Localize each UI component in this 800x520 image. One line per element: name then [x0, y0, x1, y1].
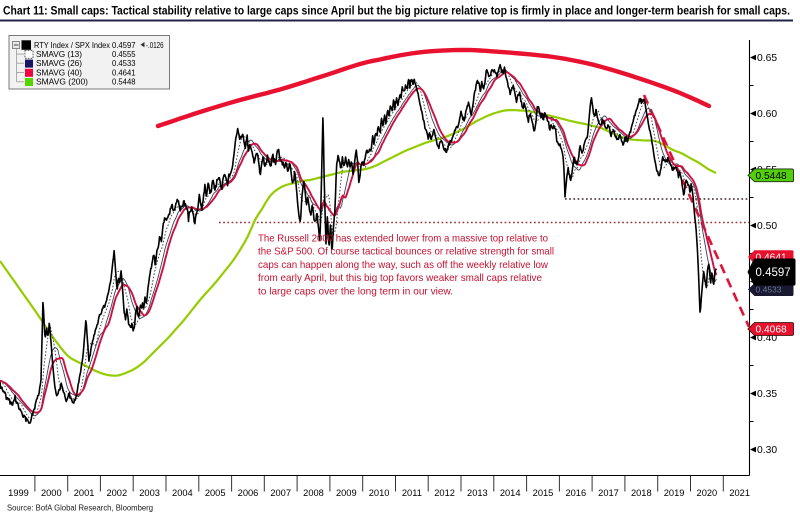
svg-text:2013: 2013 [467, 488, 488, 498]
svg-text:0.4641: 0.4641 [112, 67, 136, 77]
svg-text:0.50: 0.50 [757, 221, 777, 232]
svg-text:2002: 2002 [106, 488, 127, 498]
svg-text:SMAVG (26): SMAVG (26) [36, 58, 82, 68]
svg-text:2010: 2010 [369, 488, 390, 498]
svg-text:the S&P 500. Of course tactica: the S&P 500. Of course tactical bounces … [258, 247, 554, 258]
svg-text:0.30: 0.30 [757, 445, 777, 456]
svg-text:2017: 2017 [598, 488, 619, 498]
svg-text:1999: 1999 [8, 488, 29, 498]
svg-text:0.60: 0.60 [757, 109, 777, 120]
svg-text:2021: 2021 [729, 488, 750, 498]
svg-text:2015: 2015 [533, 488, 554, 498]
svg-text:2016: 2016 [565, 488, 586, 498]
svg-text:from early April, but this big: from early April, but this big top favor… [258, 273, 542, 284]
svg-text:Source: BofA Global Research,: Source: BofA Global Research, Bloomberg [7, 503, 153, 513]
svg-text:0.4533: 0.4533 [756, 285, 782, 295]
svg-text:0.4597: 0.4597 [112, 40, 136, 50]
svg-text:caps can happen along the way,: caps can happen along the way, such as o… [258, 260, 549, 271]
svg-text:0.5448: 0.5448 [756, 171, 787, 182]
svg-text:0.4068: 0.4068 [756, 325, 787, 336]
svg-text:0.5448: 0.5448 [112, 77, 136, 87]
svg-text:2003: 2003 [139, 488, 160, 498]
svg-text:2008: 2008 [303, 488, 324, 498]
svg-text:SMAVG (200): SMAVG (200) [36, 77, 88, 87]
svg-text:The Russell 2000 has extended: The Russell 2000 has extended lower from… [258, 234, 548, 245]
svg-text:2014: 2014 [500, 488, 521, 498]
svg-text:2011: 2011 [402, 488, 422, 498]
svg-text:2006: 2006 [238, 488, 259, 498]
svg-text:0.4555: 0.4555 [112, 49, 136, 59]
svg-text:2005: 2005 [205, 488, 226, 498]
svg-text:-.0126: -.0126 [146, 40, 164, 50]
svg-text:2018: 2018 [631, 488, 652, 498]
svg-text:2020: 2020 [697, 488, 718, 498]
svg-text:0.40: 0.40 [757, 333, 777, 344]
svg-text:0.4533: 0.4533 [112, 58, 136, 68]
svg-text:2000: 2000 [41, 488, 62, 498]
svg-text:0.4641: 0.4641 [756, 253, 787, 264]
svg-text:to large caps over the long te: to large caps over the long term in our … [258, 286, 453, 297]
svg-text:2019: 2019 [664, 488, 685, 498]
svg-text:2007: 2007 [270, 488, 291, 498]
svg-text:2001: 2001 [74, 488, 95, 498]
svg-text:SMAVG (40): SMAVG (40) [36, 67, 82, 77]
svg-text:2012: 2012 [434, 488, 455, 498]
svg-text:0.65: 0.65 [757, 53, 777, 64]
svg-text:RTY Index / SPX Index: RTY Index / SPX Index [34, 40, 111, 50]
svg-text:0.35: 0.35 [757, 389, 777, 400]
svg-text:2009: 2009 [336, 488, 357, 498]
svg-text:2004: 2004 [172, 488, 193, 498]
svg-text:0.4597: 0.4597 [756, 267, 791, 279]
svg-text:SMAVG (13): SMAVG (13) [36, 49, 82, 59]
svg-text:Chart 11: Small caps: Tactical: Chart 11: Small caps: Tactical stability… [3, 5, 790, 18]
